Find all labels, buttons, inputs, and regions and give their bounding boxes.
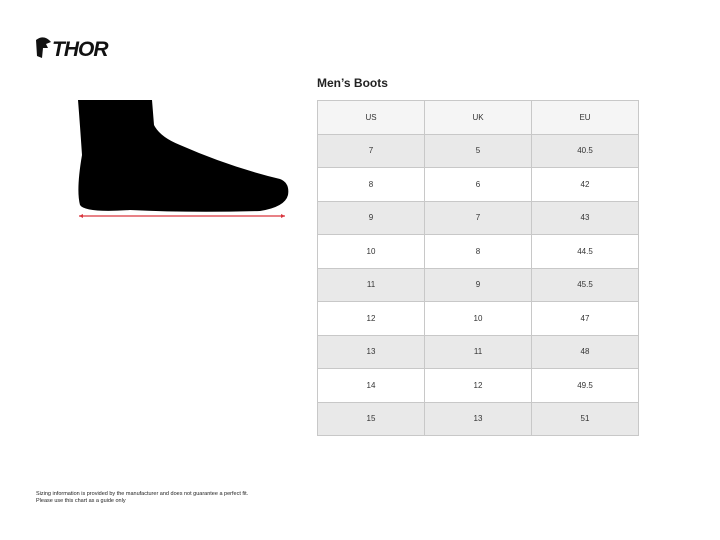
disclaimer-line-2: Please use this chart as a guide only <box>36 498 126 504</box>
table-cell: 14 <box>317 368 425 403</box>
table-row: 9 7 43 <box>317 200 639 235</box>
table-cell: 5 <box>424 133 532 168</box>
table-cell: 8 <box>317 167 425 202</box>
table-cell: 10 <box>424 301 532 336</box>
table-cell: 11 <box>424 334 532 369</box>
table-cell: 11 <box>317 267 425 302</box>
disclaimer: Sizing information is provided by the ma… <box>36 491 248 505</box>
table-cell: 6 <box>424 167 532 202</box>
table-row: 8 6 42 <box>317 167 639 202</box>
table-cell: 12 <box>317 301 425 336</box>
size-table: US UK EU 7 5 40.5 8 6 42 9 7 43 10 8 44.5 11 9 45.5 12 10 47… <box>317 100 639 436</box>
foot-silhouette <box>78 100 289 212</box>
table-cell: 8 <box>424 234 532 269</box>
table-cell: 44.5 <box>531 234 639 269</box>
table-row: 7 5 40.5 <box>317 133 639 168</box>
brand-name: THOR <box>52 38 108 61</box>
chart-title: Men’s Boots <box>317 76 388 90</box>
table-cell: 42 <box>531 167 639 202</box>
table-row: 13 11 48 <box>317 334 639 369</box>
table-cell: EU <box>531 100 639 135</box>
foot-measurement-diagram <box>78 100 289 218</box>
table-cell: 51 <box>531 401 639 436</box>
table-cell: 13 <box>424 401 532 436</box>
table-cell: US <box>317 100 425 135</box>
table-cell: 40.5 <box>531 133 639 168</box>
helmet-icon <box>36 37 51 58</box>
table-header-row: US UK EU <box>317 100 639 135</box>
table-cell: 45.5 <box>531 267 639 302</box>
table-row: 14 12 49.5 <box>317 368 639 403</box>
table-cell: UK <box>424 100 532 135</box>
table-row: 15 13 51 <box>317 401 639 436</box>
disclaimer-line-1: Sizing information is provided by the ma… <box>36 491 249 497</box>
table-cell: 9 <box>424 267 532 302</box>
table-cell: 7 <box>424 200 532 235</box>
table-row: 11 9 45.5 <box>317 267 639 302</box>
table-cell: 47 <box>531 301 639 336</box>
table-cell: 13 <box>317 334 425 369</box>
table-cell: 15 <box>317 401 425 436</box>
table-cell: 12 <box>424 368 532 403</box>
table-cell: 9 <box>317 200 425 235</box>
thor-logo: THOR <box>34 36 118 64</box>
table-cell: 10 <box>317 234 425 269</box>
table-row: 12 10 47 <box>317 301 639 336</box>
table-cell: 7 <box>317 133 425 168</box>
table-row: 10 8 44.5 <box>317 234 639 269</box>
table-cell: 48 <box>531 334 639 369</box>
table-cell: 49.5 <box>531 368 639 403</box>
table-cell: 43 <box>531 200 639 235</box>
